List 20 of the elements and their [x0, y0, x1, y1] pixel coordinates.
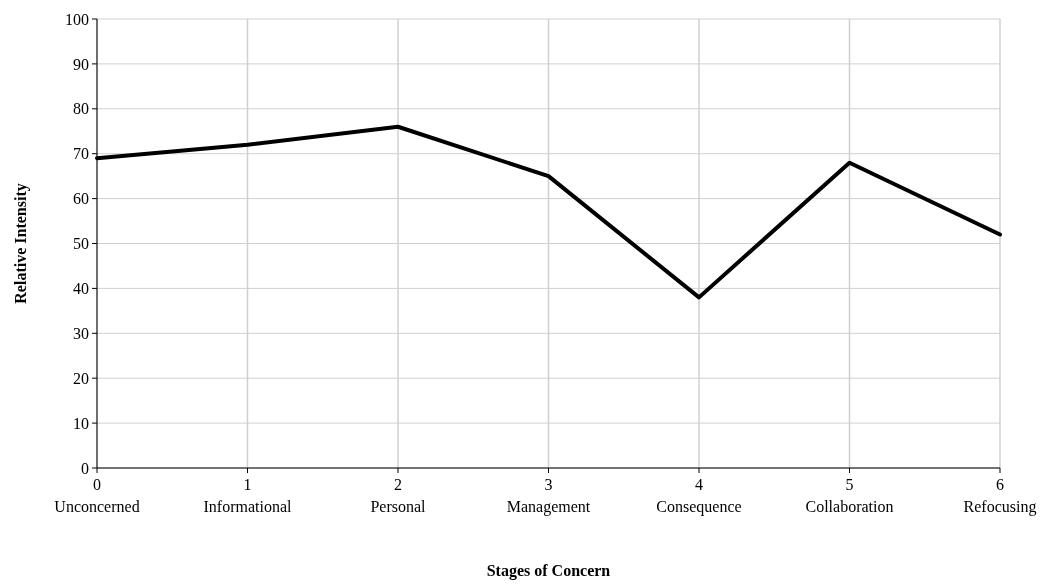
x-tick-label: 3 Management	[506, 476, 591, 516]
y-tick-label: 50	[73, 235, 89, 253]
y-tick-label: 80	[73, 100, 89, 118]
y-tick-label: 10	[73, 414, 89, 432]
y-tick-label: 100	[65, 10, 89, 28]
y-tick-label: 90	[73, 55, 89, 73]
y-tick-label: 20	[73, 369, 89, 387]
x-tick-label: 1 Informational	[203, 476, 293, 515]
y-tick-label: 0	[81, 459, 89, 477]
x-axis-title: Stages of Concern	[486, 562, 611, 580]
y-tick-label: 30	[73, 324, 89, 342]
x-tick-label: 2 Personal	[370, 476, 427, 515]
x-tick-label: 0 Unconcerned	[54, 476, 140, 515]
y-axis-title: Relative Intensity	[12, 183, 30, 304]
y-tick-label: 40	[73, 280, 89, 297]
y-tick-label: 70	[73, 145, 89, 163]
x-tick-label: 4 Consequence	[656, 476, 742, 516]
y-tick-label: 60	[73, 190, 89, 208]
x-tick-label: 6 Refocusing	[963, 476, 1037, 516]
x-tick-label: 5 Collaboration	[805, 476, 894, 515]
